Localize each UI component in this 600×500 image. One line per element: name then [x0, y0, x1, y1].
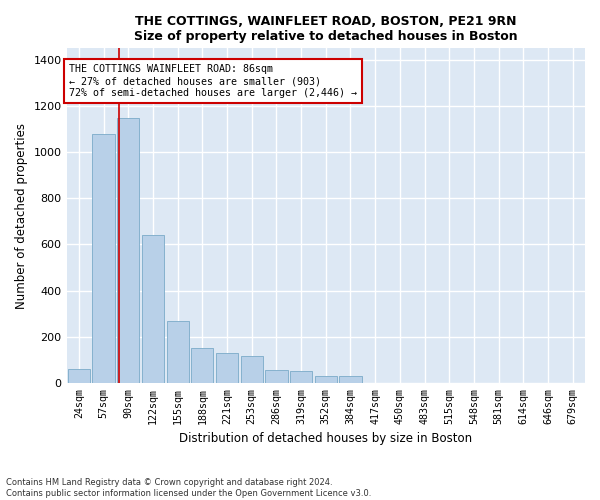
- Bar: [290, 372, 312, 383]
- Bar: [92, 134, 115, 383]
- Title: THE COTTINGS, WAINFLEET ROAD, BOSTON, PE21 9RN
Size of property relative to deta: THE COTTINGS, WAINFLEET ROAD, BOSTON, PE…: [134, 15, 518, 43]
- Text: Contains HM Land Registry data © Crown copyright and database right 2024.
Contai: Contains HM Land Registry data © Crown c…: [6, 478, 371, 498]
- Bar: [191, 348, 214, 383]
- Bar: [314, 376, 337, 383]
- Bar: [117, 118, 139, 383]
- Bar: [142, 235, 164, 383]
- Bar: [265, 370, 287, 383]
- Bar: [340, 376, 362, 383]
- Bar: [167, 320, 189, 383]
- Bar: [241, 356, 263, 383]
- X-axis label: Distribution of detached houses by size in Boston: Distribution of detached houses by size …: [179, 432, 472, 445]
- Bar: [216, 353, 238, 383]
- Text: THE COTTINGS WAINFLEET ROAD: 86sqm
← 27% of detached houses are smaller (903)
72: THE COTTINGS WAINFLEET ROAD: 86sqm ← 27%…: [69, 64, 357, 98]
- Bar: [68, 369, 90, 383]
- Y-axis label: Number of detached properties: Number of detached properties: [15, 122, 28, 308]
